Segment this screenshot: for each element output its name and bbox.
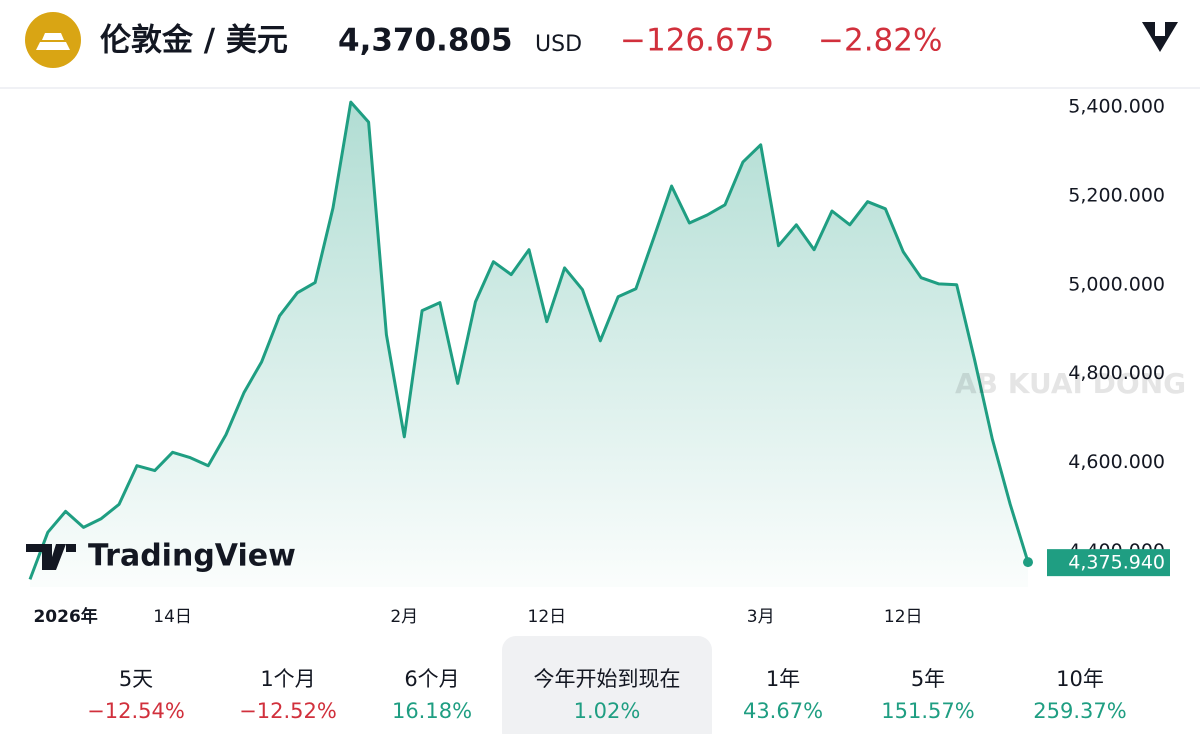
price: 4,370.805 xyxy=(338,23,513,59)
y-tick-label: 4,600.000 xyxy=(1068,451,1165,473)
period-label[interactable]: 1年 xyxy=(766,667,800,691)
gold-bars xyxy=(36,33,70,50)
price-tag xyxy=(1047,549,1170,577)
x-tick-label: 3月 xyxy=(747,607,775,627)
period-label[interactable]: 今年开始到现在 xyxy=(534,667,681,691)
selected-period-bg xyxy=(502,636,712,738)
period-label[interactable]: 5天 xyxy=(119,667,153,691)
period-label[interactable]: 10年 xyxy=(1056,667,1104,691)
price-tag-label: 4,375.940 xyxy=(1068,552,1165,574)
period-change: 259.37% xyxy=(1033,699,1126,723)
x-tick-label: 12日 xyxy=(528,607,567,627)
period-label[interactable]: 1个月 xyxy=(260,667,315,691)
chart-type-icon[interactable] xyxy=(1142,22,1178,52)
period-change: −12.52% xyxy=(239,699,337,723)
y-tick-label: 4,800.000 xyxy=(1068,362,1165,384)
plot: 4,400.0004,600.0004,800.0005,000.0005,20… xyxy=(28,96,1170,627)
watermark: AB KUAI DONG xyxy=(955,367,1186,400)
period-change: 43.67% xyxy=(743,699,823,723)
periods: 5天 −12.54% 1个月 −12.52% 6个月 16.18% 今年开始到现在 1.02%… xyxy=(87,667,1127,723)
logo-text: TradingView xyxy=(88,539,296,574)
x-tick-label: 2026年 xyxy=(33,606,97,627)
change: −126.675 xyxy=(620,23,774,59)
period-change: −12.54% xyxy=(87,699,185,723)
x-tick-label: 12日 xyxy=(884,607,923,627)
period-label[interactable]: 6个月 xyxy=(404,667,459,691)
period-change: 16.18% xyxy=(392,699,472,723)
y-tick-label: 5,400.000 xyxy=(1068,96,1165,118)
candle-icon xyxy=(1155,18,1165,36)
title: 伦敦金 / 美元 xyxy=(100,23,288,59)
logo-mark xyxy=(26,544,76,570)
x-tick-label: 14日 xyxy=(153,607,192,627)
area xyxy=(30,102,1028,587)
y-tick-label: 5,200.000 xyxy=(1068,184,1165,206)
change-percent: −2.82% xyxy=(818,23,942,59)
period-label[interactable]: 5年 xyxy=(911,667,945,691)
last-point xyxy=(1023,557,1033,568)
y-tick-label: 5,000.000 xyxy=(1068,273,1165,295)
period-change: 1.02% xyxy=(574,699,641,723)
currency: USD xyxy=(535,32,582,57)
period-change: 151.57% xyxy=(881,699,974,723)
x-tick-label: 2月 xyxy=(390,607,418,627)
line xyxy=(28,100,1030,580)
